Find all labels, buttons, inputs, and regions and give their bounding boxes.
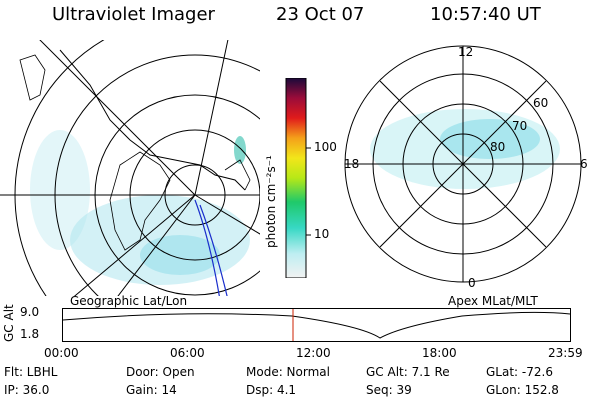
orbit-ytick-top: 9.0 [20,305,40,319]
mode-info: Mode: Normal [246,365,330,379]
right-map-caption: Apex MLat/MLT [448,294,538,308]
left-map-caption: Geographic Lat/Lon [70,294,188,308]
door-info: Door: Open [126,365,195,379]
orbit-xtick-3: 18:00 [422,346,457,360]
filter-info: Flt: LBHL [4,365,58,379]
gain-info: Gain: 14 [126,383,177,397]
orbit-xtick-0: 00:00 [44,346,79,360]
glat-info: GLat: -72.6 [486,365,553,379]
ip-info: IP: 36.0 [4,383,50,397]
intensity-colorbar [285,78,311,278]
orbit-ytick-bottom: 1.8 [20,327,40,341]
mlt-label-12: 12 [458,45,474,59]
polar-emission [370,109,560,189]
mlat-label-60: 60 [533,96,549,110]
orbit-ylabel: GC Alt [2,304,16,342]
seq-info: Seq: 39 [366,383,412,397]
geographic-map [0,40,260,296]
date-label: 23 Oct 07 [276,4,365,25]
auroral-emission [30,130,250,285]
gc-alt-info: GC Alt: 7.1 Re [366,365,450,379]
orbit-xtick-1: 06:00 [170,346,205,360]
instrument-title: Ultraviolet Imager [52,4,215,25]
dsp-info: Dsp: 4.1 [246,383,297,397]
apex-polar-plot [344,45,582,283]
mlt-label-0: 0 [468,276,476,290]
mlat-label-80: 80 [490,140,506,154]
mlt-label-6: 6 [580,157,588,171]
colorbar-tick-10: 10 [314,227,330,241]
mlt-label-18: 18 [344,157,360,171]
colorbar-tick-100: 100 [314,140,337,154]
glon-info: GLon: 152.8 [486,383,559,397]
time-label: 10:57:40 UT [430,4,541,25]
orbit-xtick-4: 23:59 [548,346,583,360]
mlat-label-70: 70 [512,119,528,133]
orbit-xtick-2: 12:00 [296,346,331,360]
orbit-altitude-strip [62,308,571,342]
